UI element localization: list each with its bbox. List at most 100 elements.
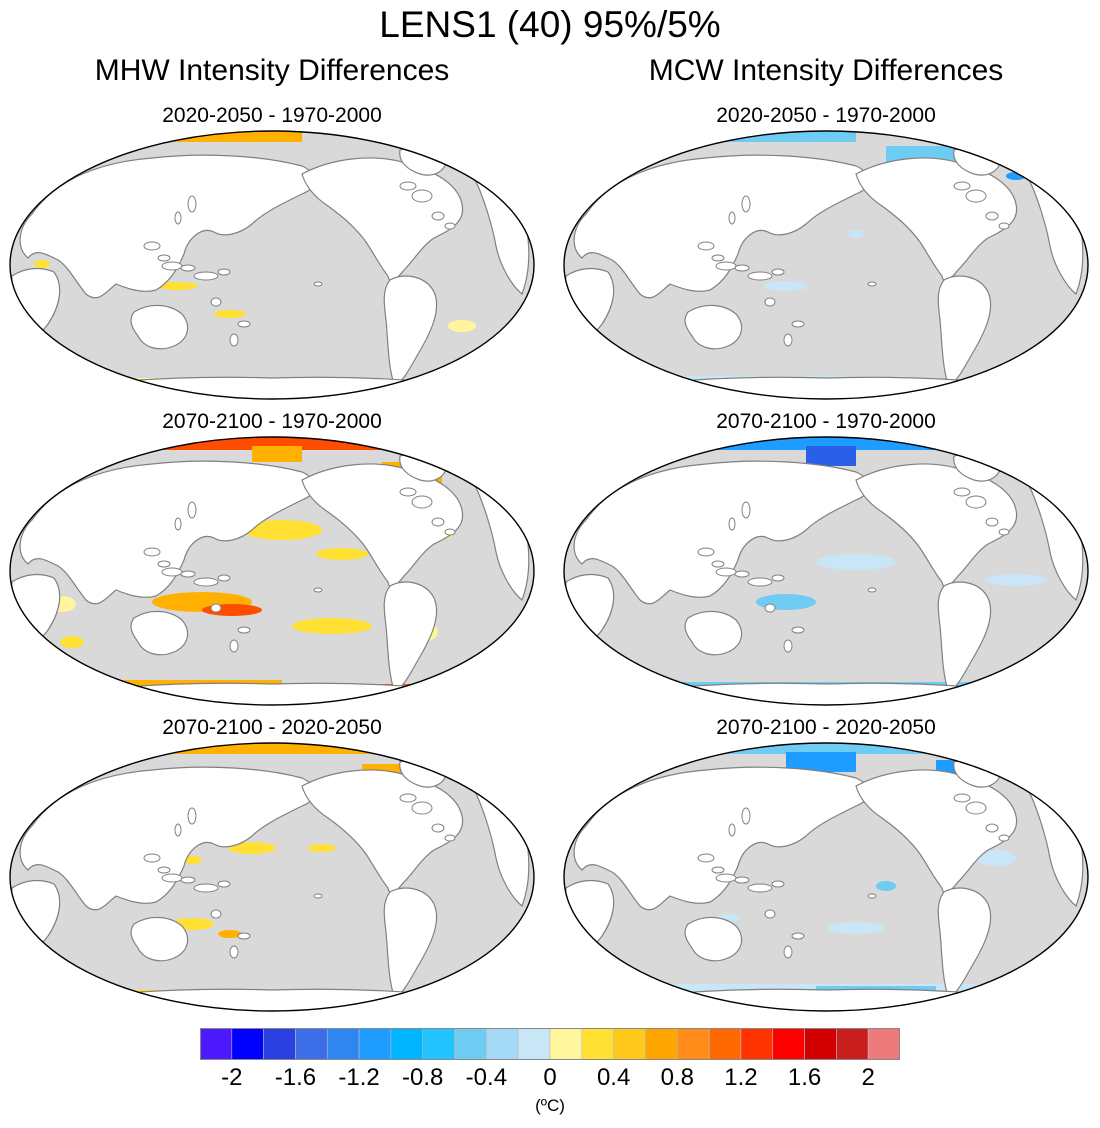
anomaly-band: [786, 752, 856, 772]
world-map: [563, 742, 1089, 1012]
island: [411, 495, 433, 509]
land-australia: [130, 610, 189, 656]
island: [867, 893, 877, 899]
land-eurasia: [19, 154, 316, 299]
colorbar-swatch: [867, 1028, 900, 1060]
panel-title: 2020-2050 - 1970-2000: [162, 104, 382, 127]
island: [728, 211, 736, 225]
anomaly-patch: [976, 850, 1016, 866]
anomaly-patch: [876, 881, 896, 891]
map-content: [10, 131, 534, 399]
island: [771, 268, 785, 276]
colorbar-swatch: [517, 1028, 551, 1060]
island: [728, 517, 736, 531]
world-map: [9, 130, 535, 400]
island: [193, 577, 219, 587]
island: [161, 567, 183, 577]
island: [985, 517, 999, 527]
map-content: [564, 743, 1088, 1011]
colorbar-tick-label: 0.4: [596, 1064, 631, 1091]
island: [180, 570, 196, 578]
map-border: [563, 742, 1089, 1012]
island: [953, 487, 971, 497]
island: [143, 853, 161, 863]
island: [313, 587, 323, 593]
island: [229, 945, 239, 959]
island: [237, 932, 251, 940]
island: [210, 297, 222, 307]
colorbar-swatch: [613, 1028, 646, 1060]
island: [747, 271, 773, 281]
island: [210, 909, 222, 919]
anomaly-patch: [34, 260, 50, 268]
island: [161, 873, 183, 883]
island: [411, 189, 433, 203]
anomaly-band: [102, 743, 422, 754]
land-southAmerica: [383, 887, 438, 997]
island: [157, 866, 171, 874]
panel-title: 2070-2100 - 1970-2000: [162, 410, 382, 433]
land-australia: [684, 916, 743, 962]
world-map: [9, 436, 535, 706]
island: [217, 574, 231, 582]
island: [444, 528, 456, 536]
map-border: [9, 436, 535, 706]
island: [985, 211, 999, 221]
island: [237, 626, 251, 634]
map-panel-mhw-2020-2050: 2020-2050 - 1970-2000: [2, 104, 542, 404]
colorbar-swatch: [200, 1028, 233, 1060]
figure-title: LENS1 (40) 95%/5%: [379, 4, 721, 45]
anomaly-band: [362, 388, 442, 398]
island: [217, 880, 231, 888]
island: [734, 264, 750, 272]
colorbar-units: (ºC): [535, 1096, 565, 1115]
island: [791, 932, 805, 940]
panel-title: 2020-2050 - 1970-2000: [716, 104, 936, 127]
colorbar-swatch: [358, 1028, 392, 1060]
anomaly-patch: [986, 574, 1046, 586]
colorbar-tick-label: -2: [221, 1064, 243, 1091]
island: [399, 487, 417, 497]
map-panel-mcw-2070-2100: 2070-2100 - 1970-2000: [556, 410, 1096, 710]
island: [187, 807, 197, 825]
island: [411, 801, 433, 815]
island: [791, 626, 805, 634]
map-border: [9, 130, 535, 400]
island: [174, 823, 182, 837]
island: [187, 195, 197, 213]
island: [444, 222, 456, 230]
anomaly-patch: [218, 930, 242, 938]
island: [143, 547, 161, 557]
island: [791, 320, 805, 328]
colorbar-swatch: [708, 1028, 742, 1060]
island: [771, 574, 785, 582]
island: [998, 222, 1010, 230]
colorbar-frame: [200, 1028, 900, 1060]
island: [985, 823, 999, 833]
island: [161, 261, 183, 271]
island: [715, 567, 737, 577]
island: [741, 807, 751, 825]
anomaly-band: [806, 446, 856, 466]
island: [217, 268, 231, 276]
colorbar-swatch: [486, 1028, 519, 1060]
land-southAmerica: [383, 275, 438, 385]
island: [697, 241, 715, 251]
colorbar-swatch: [645, 1028, 678, 1060]
island: [965, 801, 987, 815]
island: [741, 501, 751, 519]
island: [237, 320, 251, 328]
map-border: [9, 742, 535, 1012]
island: [965, 495, 987, 509]
island: [229, 333, 239, 347]
island: [431, 517, 445, 527]
island: [399, 181, 417, 191]
island: [157, 254, 171, 262]
map-border: [563, 436, 1089, 706]
land-southAmerica: [937, 581, 992, 691]
island: [444, 834, 456, 842]
anomaly-patch: [308, 844, 336, 852]
panel-title: 2070-2100 - 2020-2050: [716, 716, 936, 739]
island: [697, 853, 715, 863]
island: [783, 945, 793, 959]
